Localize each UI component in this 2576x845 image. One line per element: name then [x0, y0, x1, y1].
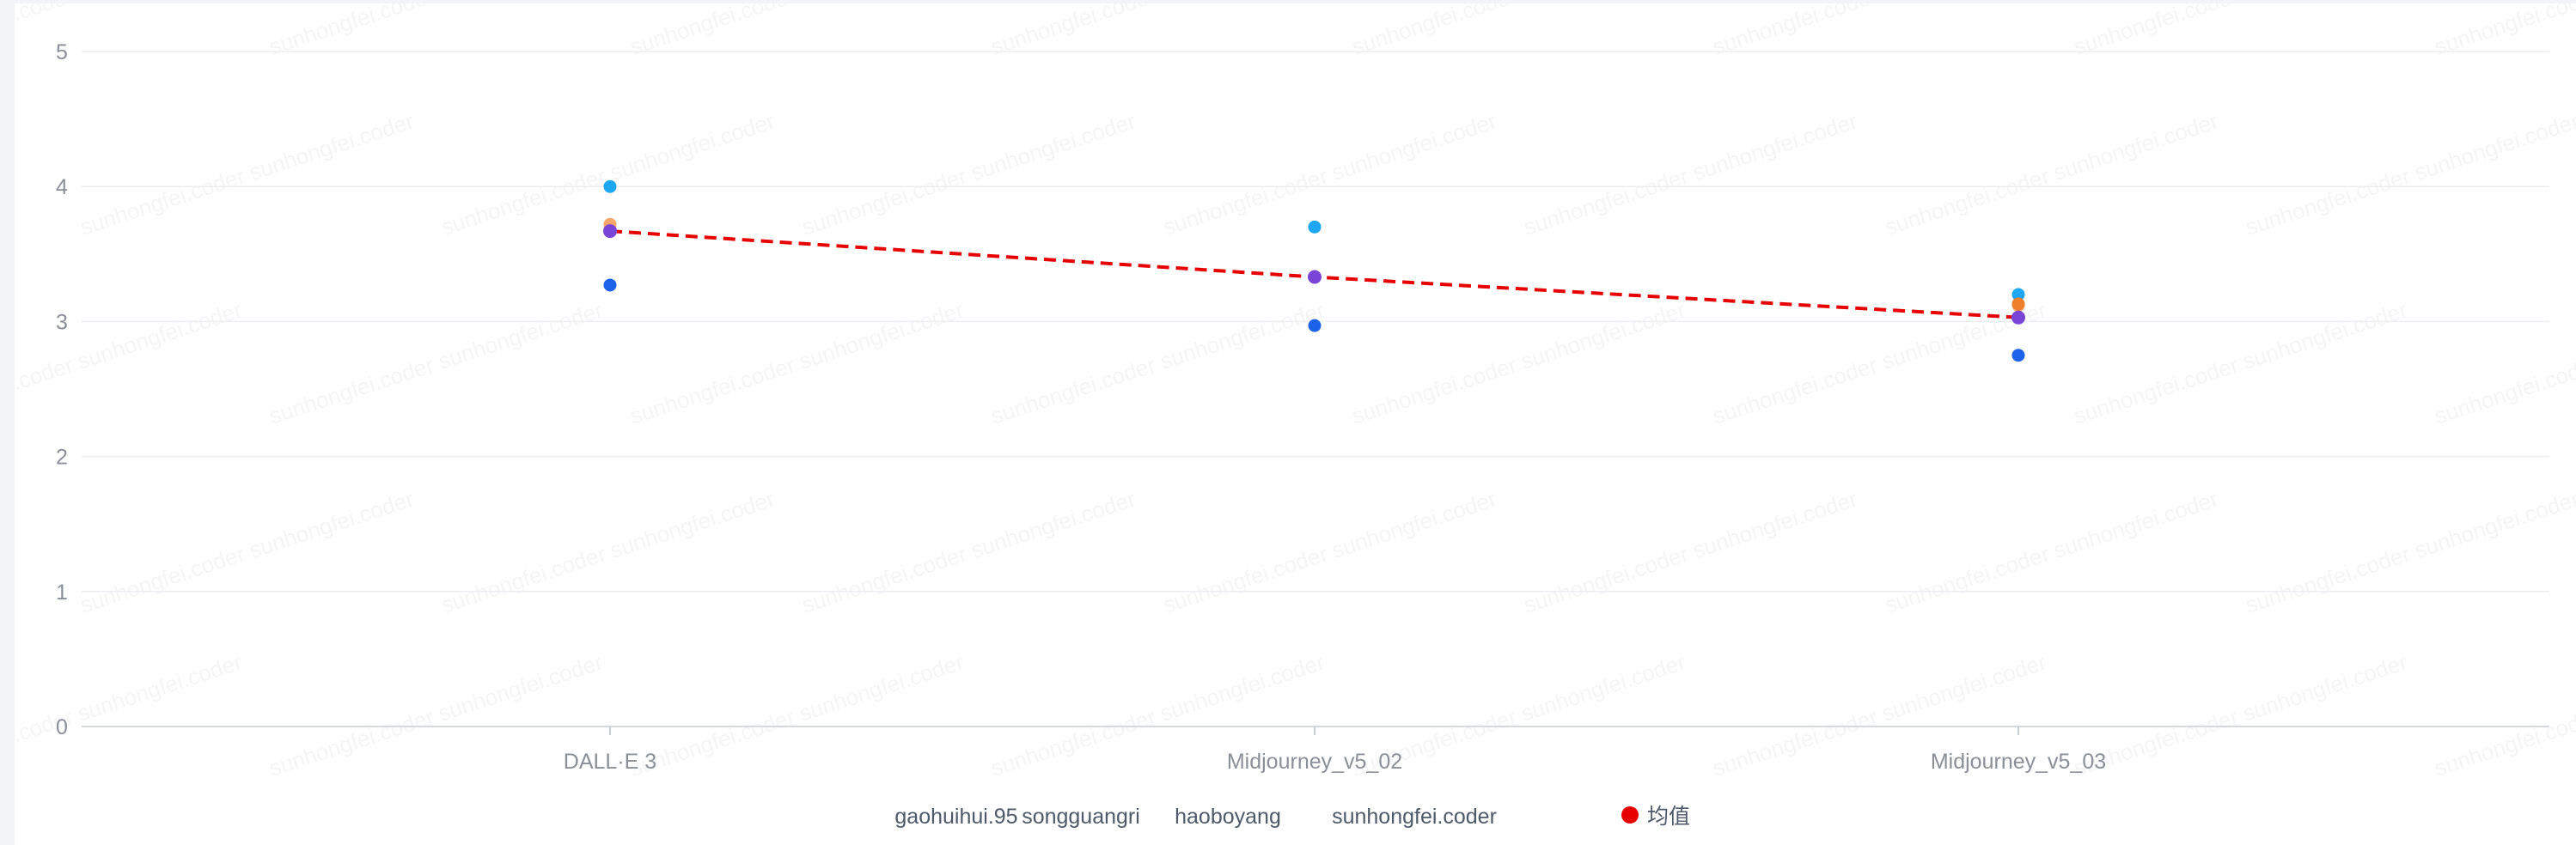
x-axis: DALL·E 3 Midjourney_v5_02 Midjourney_v5_03 [564, 726, 2106, 774]
legend-label-sunhongfei.coder[interactable]: sunhongfei.coder [1332, 805, 1497, 829]
scatter-chart: sunhongfei.coder sunhongfei.codersunhong… [15, 3, 2576, 829]
watermark-text-29: sunhongfei.coder sunhongfei.coder [1882, 486, 2222, 618]
watermark-text-17: sunhongfei.coder sunhongfei.coder [266, 297, 607, 429]
x-tick-label-2: Midjourney_v5_03 [1931, 750, 2106, 774]
grid-layer [82, 51, 2549, 727]
legend-marker-mean[interactable] [1621, 806, 1639, 824]
watermark-layer: sunhongfei.coder sunhongfei.codersunhong… [15, 3, 2576, 781]
watermark-text-30: sunhongfei.coder sunhongfei.coder [2243, 486, 2576, 618]
watermark-text-34: sunhongfei.coder sunhongfei.coder [627, 649, 968, 781]
y-axis: 0 1 2 3 4 5 [56, 40, 68, 739]
mean-point-0[interactable] [603, 224, 617, 239]
legend-label-haoboyang[interactable]: haoboyang [1175, 805, 1281, 829]
watermark-text-18: sunhongfei.coder sunhongfei.coder [627, 297, 968, 429]
watermark-text-25: sunhongfei.coder sunhongfei.coder [438, 486, 778, 618]
watermark-text-26: sunhongfei.coder sunhongfei.coder [799, 486, 1139, 618]
watermark-text-32: sunhongfei.coder sunhongfei.coder [15, 649, 245, 781]
watermark-text-24: sunhongfei.coder sunhongfei.coder [77, 486, 418, 618]
watermark-text-8: sunhongfei.coder sunhongfei.coder [77, 108, 418, 240]
y-tick-label-5: 5 [56, 40, 68, 64]
point-songguangri-1[interactable] [1308, 220, 1322, 234]
data-points [603, 179, 2025, 362]
watermark-text-14: sunhongfei.coder sunhongfei.coder [2243, 108, 2576, 240]
y-tick-label-0: 0 [56, 715, 68, 739]
legend-label-mean[interactable]: 均值 [1647, 805, 1690, 829]
watermark-text-22: sunhongfei.coder sunhongfei.coder [2071, 297, 2411, 429]
point-sunhongfei.coder-2[interactable] [2011, 297, 2025, 311]
watermark-text-12: sunhongfei.coder sunhongfei.coder [1521, 108, 1861, 240]
watermark-text-16: sunhongfei.coder sunhongfei.coder [15, 297, 245, 429]
mean-point-2[interactable] [2011, 310, 2025, 325]
watermark-text-33: sunhongfei.coder sunhongfei.coder [266, 649, 607, 781]
y-tick-label-4: 4 [56, 175, 68, 199]
watermark-text-27: sunhongfei.coder sunhongfei.coder [1160, 486, 1500, 618]
watermark-text-28: sunhongfei.coder sunhongfei.coder [1521, 486, 1861, 618]
y-tick-label-3: 3 [56, 310, 68, 334]
mean-point-1[interactable] [1308, 270, 1322, 284]
x-tick-label-1: Midjourney_v5_02 [1227, 750, 1402, 774]
point-haoboyang-2[interactable] [2011, 349, 2025, 362]
chart-panel: sunhongfei.coder sunhongfei.codersunhong… [15, 3, 2576, 845]
x-tick-label-0: DALL·E 3 [564, 750, 656, 774]
legend-label-songguangri[interactable]: songguangri [1022, 805, 1140, 829]
point-songguangri-0[interactable] [603, 179, 617, 193]
watermark-text-23: sunhongfei.coder sunhongfei.coder [2432, 297, 2576, 429]
watermark-text-10: sunhongfei.coder sunhongfei.coder [799, 108, 1139, 240]
watermark-text-39: sunhongfei.coder sunhongfei.coder [2432, 649, 2576, 781]
point-songguangri-2[interactable] [2011, 288, 2025, 301]
point-haoboyang-1[interactable] [1308, 319, 1322, 332]
watermark-text-20: sunhongfei.coder sunhongfei.coder [1349, 297, 1689, 429]
watermark-text-13: sunhongfei.coder sunhongfei.coder [1882, 108, 2222, 240]
watermark-text-11: sunhongfei.coder sunhongfei.coder [1160, 108, 1500, 240]
legend[interactable]: gaohuihui.95 songguangri haoboyang sunhongf… [894, 805, 1690, 829]
point-haoboyang-0[interactable] [603, 278, 617, 292]
legend-label-gaohuihui.95[interactable]: gaohuihui.95 [894, 805, 1017, 829]
y-tick-label-2: 2 [56, 446, 68, 470]
watermark-text-38: sunhongfei.coder sunhongfei.coder [2071, 649, 2411, 781]
y-tick-label-1: 1 [56, 581, 68, 605]
watermark-text-19: sunhongfei.coder sunhongfei.coder [988, 297, 1328, 429]
